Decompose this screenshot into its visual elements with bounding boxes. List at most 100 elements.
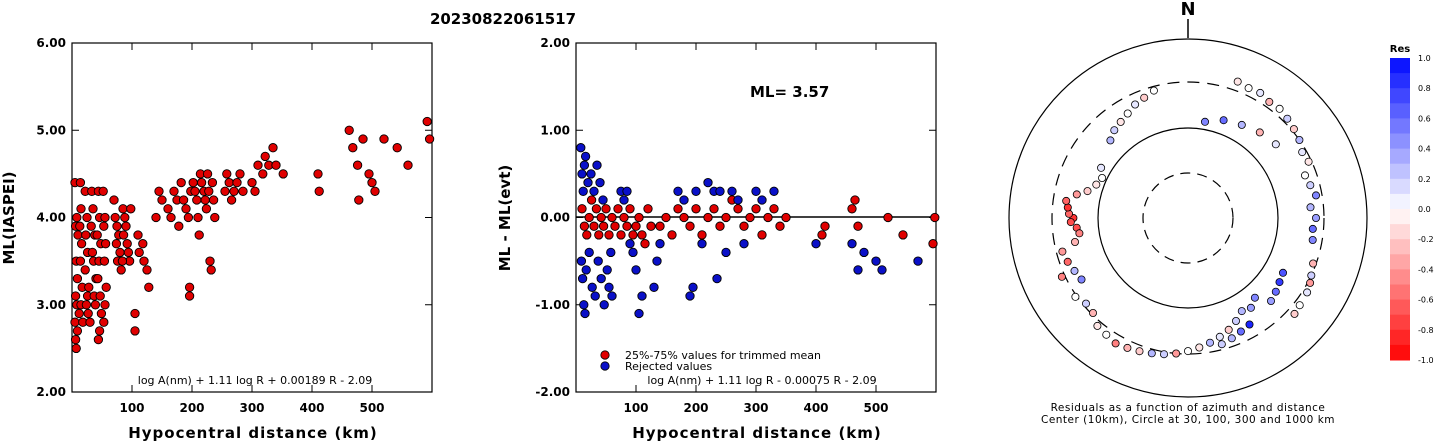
- station-point: [379, 134, 389, 144]
- station-point: [142, 265, 152, 275]
- rejected-point: [598, 195, 608, 205]
- azimuth-station-point: [1306, 278, 1315, 287]
- station-point: [424, 134, 435, 144]
- colorbar-cell: [1390, 73, 1410, 89]
- chart1-points: [70, 116, 435, 354]
- rejected-point: [596, 273, 606, 284]
- azimuth-station-point: [1063, 203, 1072, 212]
- station-point: [193, 212, 203, 223]
- azimuth-station-point: [1312, 213, 1321, 222]
- station-point: [111, 239, 122, 249]
- azimuth-station-point: [1097, 163, 1106, 172]
- trimmed-point: [619, 212, 629, 223]
- rejected-point: [607, 291, 617, 301]
- station-point: [88, 204, 98, 214]
- station-point: [232, 177, 242, 188]
- azimuth-station-point: [1184, 347, 1193, 356]
- colorbar-tick-label: -1.0: [1418, 356, 1434, 365]
- rejected-point: [871, 256, 881, 266]
- azimuth-station-point: [1215, 332, 1224, 341]
- trimmed-point: [637, 230, 647, 240]
- rejected-point: [599, 300, 609, 310]
- colorbar-cell: [1390, 88, 1410, 104]
- station-point: [121, 221, 131, 231]
- station-point: [117, 256, 128, 266]
- station-point: [247, 177, 257, 188]
- rejected-point: [580, 151, 591, 162]
- station-point: [226, 195, 237, 205]
- y-tick-label: 2.00: [540, 36, 570, 50]
- azimuth-station-point: [1172, 349, 1181, 358]
- azimuth-station-point: [1083, 187, 1092, 196]
- trimmed-point: [577, 204, 587, 214]
- azimuth-station-point: [1058, 247, 1067, 256]
- station-point: [100, 212, 110, 223]
- rejected-point: [606, 247, 616, 258]
- trimmed-point: [640, 239, 650, 249]
- colorbar-cell: [1390, 314, 1410, 331]
- colorbar-cell: [1390, 178, 1410, 195]
- colorbar-cells: [1390, 58, 1410, 361]
- azimuth-station-point: [1256, 88, 1265, 97]
- station-point: [184, 291, 195, 301]
- x-tick-label: 300: [239, 401, 264, 415]
- station-point: [120, 212, 130, 223]
- trimmed-point: [586, 195, 597, 205]
- azimuth-station-point: [1233, 77, 1242, 86]
- station-point: [188, 177, 198, 188]
- rejected-point: [688, 282, 698, 292]
- station-point: [364, 169, 374, 179]
- trimmed-point: [763, 212, 773, 223]
- azimuth-station-point: [1237, 120, 1246, 129]
- azimuth-station-point: [1308, 235, 1317, 244]
- station-point: [94, 326, 105, 336]
- rejected-point: [679, 195, 689, 205]
- azimuth-station-point: [1306, 203, 1315, 212]
- station-point: [126, 204, 136, 214]
- station-point: [70, 291, 81, 301]
- legend-label-rejected: Rejected values: [625, 360, 712, 373]
- x-tick-label: 500: [863, 401, 888, 415]
- trimmed-point: [691, 204, 701, 214]
- colorbar-cell: [1390, 284, 1410, 301]
- azimuth-station-point: [1271, 140, 1280, 149]
- colorbar-title: Res: [1390, 44, 1410, 55]
- trimmed-point: [596, 212, 606, 223]
- rejected-point: [579, 300, 589, 310]
- station-point: [204, 186, 214, 196]
- trimmed-point: [625, 204, 635, 214]
- rejected-point: [703, 177, 713, 188]
- station-point: [84, 282, 94, 292]
- rejected-point: [859, 247, 869, 258]
- station-point: [99, 256, 110, 266]
- azimuth-residual-map: N Residuals as a function of azimuth and…: [1008, 0, 1368, 426]
- station-point: [183, 212, 194, 223]
- station-point: [100, 239, 111, 249]
- station-point: [166, 212, 176, 223]
- station-point: [194, 230, 204, 240]
- trimmed-point: [594, 230, 604, 240]
- trimmed-point: [634, 212, 644, 223]
- station-point: [403, 160, 413, 170]
- trimmed-point: [582, 230, 592, 240]
- station-point: [93, 273, 103, 284]
- rejected-point: [579, 160, 590, 170]
- y-tick-label: -1.00: [535, 298, 570, 312]
- station-point: [75, 221, 85, 231]
- azimuth-station-point: [1093, 321, 1102, 330]
- rejected-point: [673, 186, 683, 196]
- station-point: [83, 308, 93, 319]
- rejected-point: [589, 186, 599, 196]
- azimuth-station-point: [1232, 316, 1241, 325]
- azimuth-station-point: [1063, 257, 1072, 266]
- trimmed-point: [853, 221, 863, 231]
- azimuth-station-point: [1289, 125, 1298, 134]
- station-point: [81, 300, 92, 310]
- station-point: [258, 169, 268, 179]
- event-id-title: 20230822061517: [430, 10, 576, 28]
- azimuth-station-point: [1075, 229, 1084, 238]
- y-tick-label: 3.00: [36, 298, 66, 312]
- station-point: [82, 212, 92, 223]
- azimuth-station-point: [1071, 292, 1080, 301]
